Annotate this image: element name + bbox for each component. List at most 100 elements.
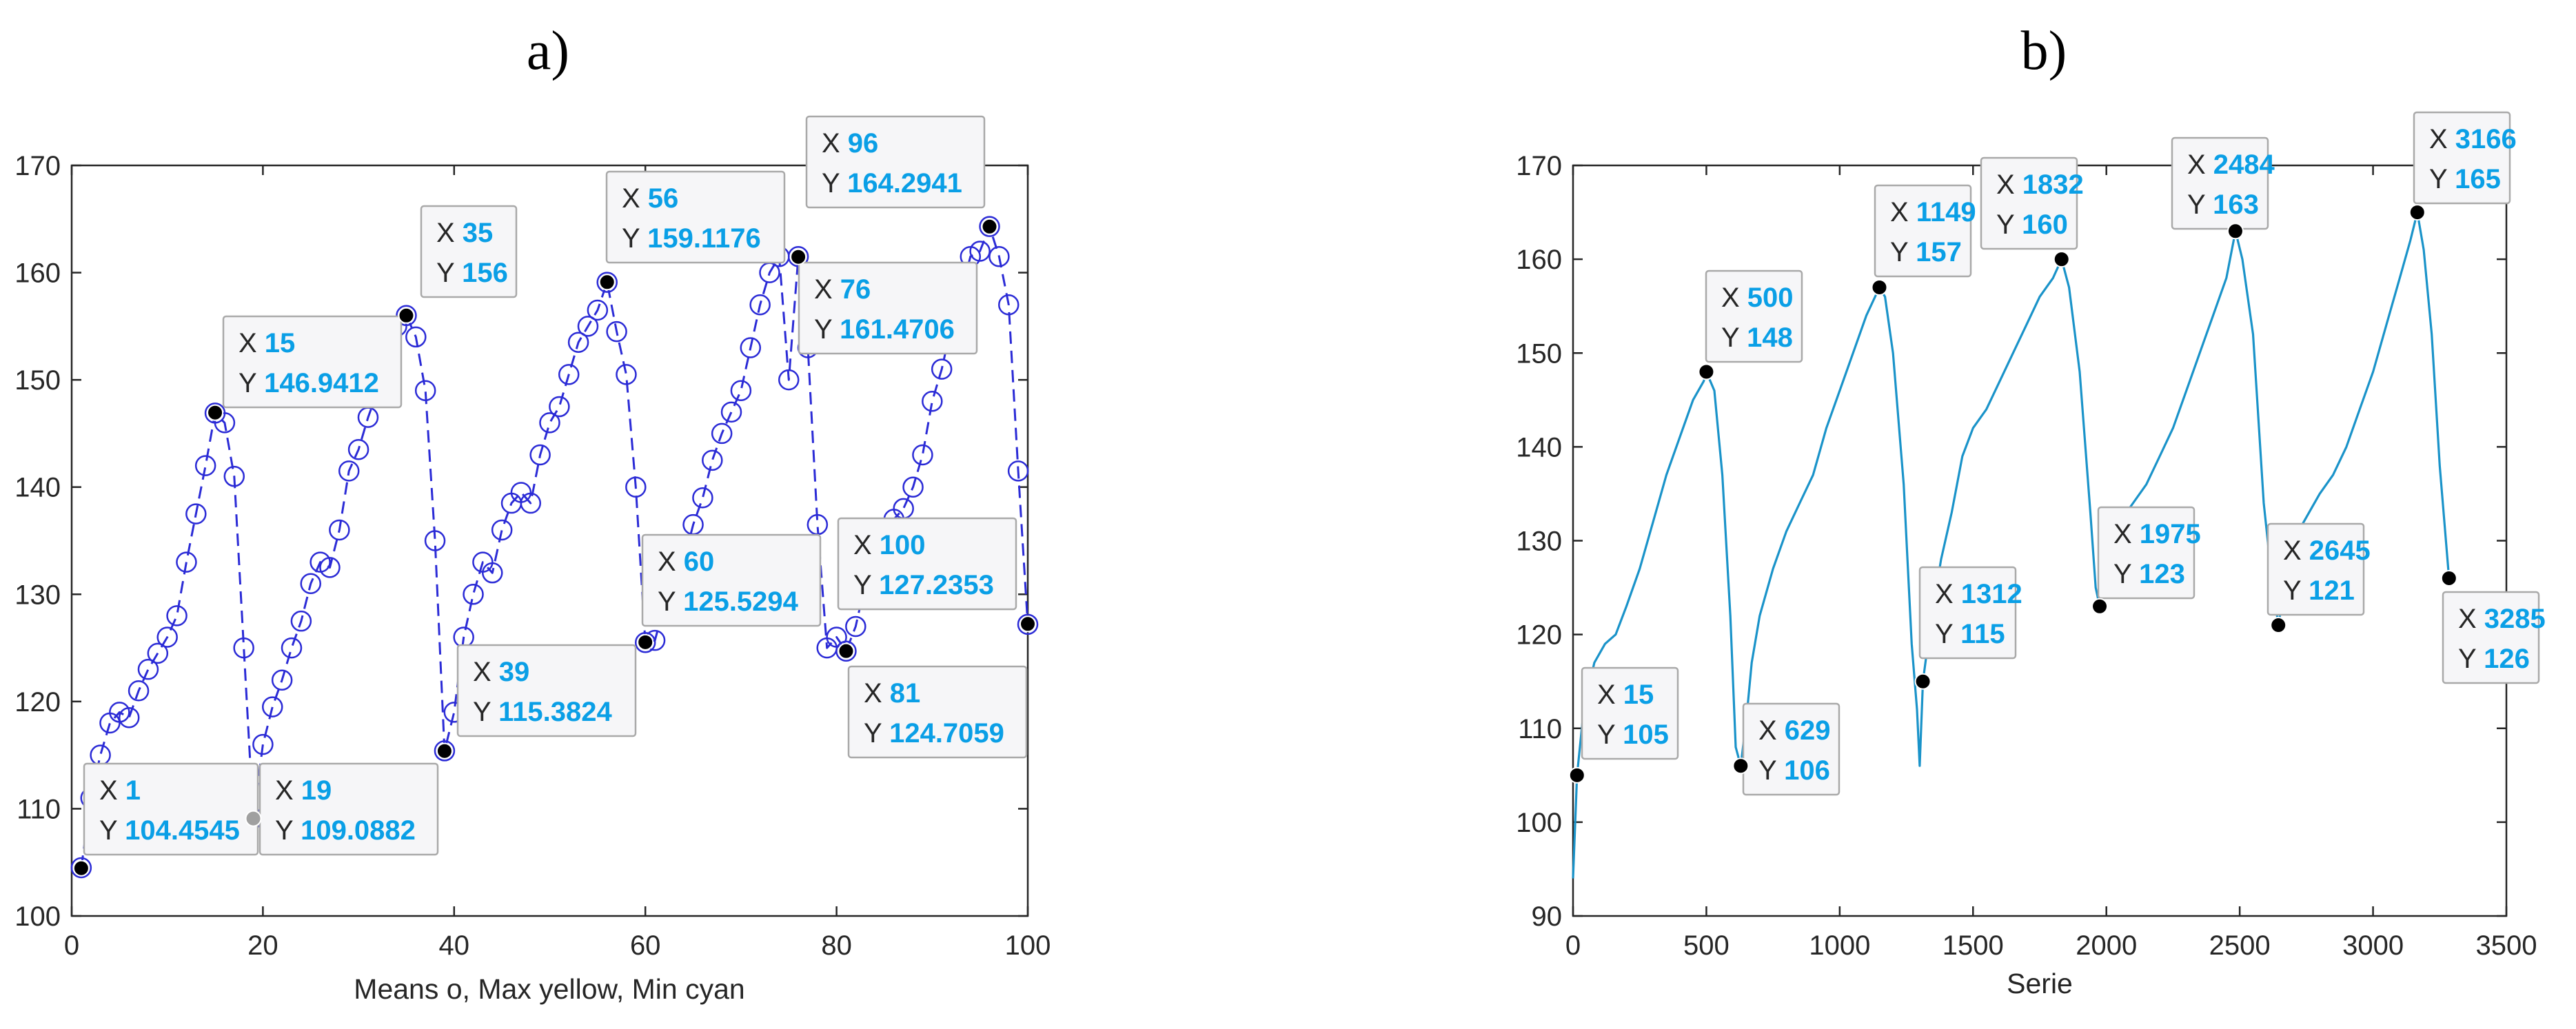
panel-a-ytick-label: 130 [14, 580, 61, 610]
panel-b-datatip-box [1874, 184, 1972, 278]
panel-b: b) 90 100 110 120 130 140 150 160 170 0 500 1000 15… [1516, 21, 2546, 999]
panel-a-data-point [634, 632, 656, 653]
panel-b-datatip-box [1980, 156, 2078, 250]
panel-a-datatip-x-key: X [275, 775, 301, 806]
panel-a-data-point [434, 740, 456, 762]
panel-b-datatip-x: X 1149 [1890, 197, 1976, 227]
panel-a-datatip-box [258, 762, 439, 856]
panel-a-datatip-y-value: 124.7059 [889, 718, 1004, 748]
panel-a-data-point [424, 530, 446, 551]
panel-b-datatip[interactable]: X 629 Y 106 [1732, 702, 1840, 796]
panel-b-datatip-y-value: 123 [2139, 559, 2185, 589]
panel-a-datatip-x-value: 96 [848, 128, 879, 159]
panel-b-datatip-y-value: 105 [1623, 720, 1669, 750]
panel-a-datatip[interactable]: X 35Y 156 [398, 205, 518, 324]
panel-b-datatip-x-key: X [1597, 680, 1623, 710]
panel-a-data-point [252, 733, 274, 755]
panel-a-datatip-x: X 76 [814, 274, 871, 305]
panel-a-datatip[interactable]: X 39Y 115.3824 [436, 644, 637, 760]
panel-a-data-point [166, 605, 187, 626]
panel-a-ytick-label: 110 [17, 794, 61, 824]
panel-b-ytick-label: 160 [1516, 245, 1562, 275]
panel-a-data-point [137, 658, 159, 680]
panel-a-datatip-y: Y 125.5294 [658, 587, 799, 617]
panel-a-ytick-label: 160 [14, 258, 61, 289]
panel-a-datatip[interactable]: X 15Y 146.9412 [207, 315, 403, 421]
panel-b-datatip-y-key: Y [1721, 323, 1747, 353]
panel-a-datatip-y-value: 115.3824 [498, 697, 612, 727]
panel-a-datatip-x: X 1 [99, 775, 141, 806]
panel-a-data-point [606, 320, 627, 343]
panel-b-datatip-y-key: Y [1890, 237, 1916, 267]
panel-a-data-point [491, 519, 513, 541]
panel-a-datatip[interactable]: X 81Y 124.7059 [838, 642, 1028, 759]
panel-a-datatip-box [83, 762, 259, 856]
panel-b-ytick-label: 100 [1516, 808, 1562, 838]
panel-a-datatip-y-value: 161.4706 [840, 314, 955, 345]
panel-b-datatip-y-key: Y [2187, 190, 2213, 220]
panel-a-datatip-y-value: 164.2941 [847, 168, 962, 198]
panel-a-data-point [558, 364, 580, 385]
panel-a-data-point [539, 412, 560, 434]
panel-a-datatip-y-key: Y [853, 570, 879, 600]
panel-a-data-point [176, 551, 197, 573]
panel-a-datatip[interactable]: X 19Y 109.0882 [245, 762, 439, 856]
panel-b-datatip[interactable]: X 15Y 105 [1568, 666, 1679, 784]
panel-a-data-point [730, 380, 752, 401]
panel-a-datatip-x-key: X [658, 547, 684, 577]
panel-a-data-point [979, 216, 1000, 237]
panel-a-data-point [616, 364, 637, 385]
panel-a-datatip-marker [838, 642, 855, 660]
panel-a-data-point [520, 492, 542, 514]
panel-a-data-point [414, 380, 436, 401]
panel-a-datatip-y: Y 159.1176 [622, 223, 761, 254]
panel-a-datatip[interactable]: X 60Y 125.5294 [637, 533, 822, 651]
panel-a-datatip-y: Y 104.4545 [99, 815, 240, 846]
panel-a-datatip-marker [790, 248, 807, 265]
panel-b-datatip-box [1705, 269, 1803, 363]
panel-b-datatip-marker [2227, 223, 2244, 240]
panel-b-datatip-marker [1914, 673, 1931, 690]
panel-a-datatip-x-value: 1 [125, 775, 141, 806]
panel-a-datatip[interactable]: X 96Y 164.2941 [805, 115, 998, 235]
panel-b-datatip-marker [1568, 766, 1585, 784]
panel-a-datatip[interactable]: X 76Y 161.4706 [790, 248, 978, 355]
panel-a-ytick-label: 120 [14, 687, 61, 717]
panel-a-datatip-x: X 39 [473, 657, 529, 687]
panel-a-datatip-x-value: 35 [463, 218, 494, 248]
panel-a-xticks: 0 20 40 60 80 100 [64, 165, 1051, 961]
panel-a-datatip-y: Y 109.0882 [275, 815, 416, 846]
panel-b-datatip-x: X 629 [1758, 715, 1831, 746]
panel-b-xtick-label: 1000 [1809, 930, 1870, 961]
panel-a-datatip-y-value: 104.4545 [125, 815, 240, 846]
panel-b-ytick-label: 140 [1516, 432, 1562, 462]
panel-a-datatip-box [222, 315, 403, 409]
panel-b-datatip-x-value: 1975 [2140, 519, 2201, 549]
panel-a-data-point [118, 706, 140, 729]
panel-a-data-point [300, 573, 321, 594]
panel-b-datatip-y-value: 126 [2484, 644, 2530, 674]
panel-a-data-point [702, 449, 723, 471]
panel-b-datatip-y: Y 106 [1758, 755, 1830, 786]
panel-b-datatip-box [1742, 702, 1840, 796]
panel-a-datatip[interactable]: X 1 Y 104.4545 [72, 762, 259, 877]
panel-b-datatip-y: Y 165 [2429, 164, 2501, 194]
panel-a-data-point [214, 412, 236, 434]
panel-b-datatip-x-key: X [2283, 536, 2309, 566]
panel-a-datatip[interactable]: X 56Y 159.1176 [598, 170, 786, 291]
panel-a-xtick-label: 20 [247, 930, 278, 961]
panel-a-datatip-x-key: X [239, 328, 265, 358]
panel-b-datatip-y-key: Y [1996, 210, 2022, 240]
panel-b-datatip-y-value: 115 [1960, 619, 2005, 649]
panel-b-ytick-label: 170 [1516, 151, 1562, 181]
